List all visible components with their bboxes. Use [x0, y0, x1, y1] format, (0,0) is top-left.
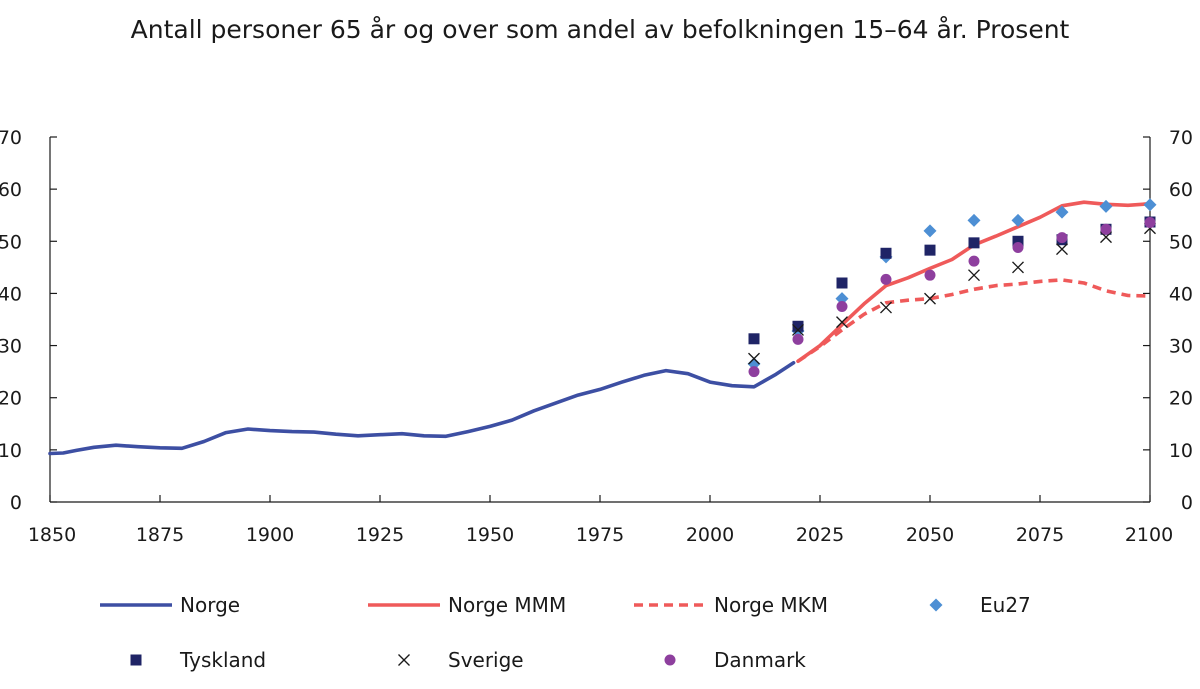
x-tick-label: 2100 [1125, 524, 1173, 546]
legend-item-eu27-swatch [929, 598, 943, 612]
series-sverige-point [880, 301, 892, 314]
series-tyskland-point [968, 237, 980, 249]
y-tick-label-right: 60 [1169, 179, 1193, 201]
legend-item-norge-label: Norge [180, 593, 240, 617]
series-tyskland-point [880, 247, 892, 259]
series-danmark-point [1056, 232, 1068, 244]
series-sverige-point-stroke-b [836, 316, 848, 329]
series-danmark-point [748, 366, 760, 378]
series-danmark-point [924, 269, 936, 281]
x-tick-label: 1950 [466, 524, 514, 546]
legend-item-sverige: Sverige [398, 648, 524, 672]
series-eu27-point [1055, 205, 1069, 219]
x-tick-label: 1975 [576, 524, 624, 546]
series-sverige-point-stroke-b [1012, 261, 1024, 274]
legend-item-norge-mmm: Norge MMM [368, 593, 566, 617]
y-tick-label-right: 0 [1181, 492, 1193, 514]
series-sverige-point-stroke-b [1056, 243, 1068, 256]
x-tick-label: 2050 [906, 524, 954, 546]
x-tick-label: 1925 [356, 524, 404, 546]
series-sverige-point [792, 323, 804, 336]
y-tick-label-left: 40 [0, 283, 22, 305]
series-sverige-point [1100, 231, 1112, 244]
series-danmark-point [1100, 223, 1112, 235]
legend-item-tyskland: Tyskland [130, 648, 266, 672]
legend-item-sverige-swatch [398, 654, 410, 666]
x-tick-label: 2075 [1016, 524, 1064, 546]
x-tick-label: 2025 [796, 524, 844, 546]
series-eu27-point [967, 213, 981, 227]
x-tick-label: 2000 [686, 524, 734, 546]
y-tick-label-left: 10 [0, 440, 22, 462]
legend-item-tyskland-label: Tyskland [179, 648, 266, 672]
series-sverige-point [748, 352, 760, 365]
series-tyskland-point [748, 333, 760, 345]
series-sverige-point-stroke-b [968, 269, 980, 282]
y-tick-label-right: 20 [1169, 388, 1193, 410]
series-tyskland-point [792, 320, 804, 332]
series-eu27-point [1143, 198, 1157, 212]
y-tick-label-right: 40 [1169, 283, 1193, 305]
series-sverige-point-stroke-b [880, 301, 892, 314]
series-eu27-point [923, 224, 937, 238]
series-danmark-point [1012, 242, 1024, 254]
x-tick-label: 1875 [136, 524, 184, 546]
y-tick-label-left: 60 [0, 179, 22, 201]
chart-series [48, 198, 1157, 456]
series-danmark-point [968, 255, 980, 267]
series-tyskland-point [1012, 235, 1024, 247]
series-danmark-point [792, 333, 804, 345]
series-tyskland-point [924, 244, 936, 256]
x-tick-label: 1900 [246, 524, 294, 546]
legend-item-norge-mmm-label: Norge MMM [448, 593, 566, 617]
series-danmark-point [836, 300, 848, 312]
chart-legend: Norge Norge MMM Norge MKM Eu27 Tyskland Sveri… [100, 593, 1031, 672]
legend-item-danmark: Danmark [664, 648, 806, 672]
y-tick-label-left: 20 [0, 388, 22, 410]
series-sverige-point-stroke-b [792, 323, 804, 336]
series-sverige-point [924, 292, 936, 305]
series-eu27-point [1011, 213, 1025, 227]
chart-title: Antall personer 65 år og over som andel … [131, 15, 1070, 44]
series-sverige-point [836, 316, 848, 329]
series-sverige-point [1012, 261, 1024, 274]
y-tick-label-left: 30 [0, 336, 22, 358]
y-tick-label-right: 70 [1169, 127, 1193, 149]
y-tick-label-left: 0 [10, 492, 22, 514]
series-eu27-point [835, 292, 849, 306]
legend-item-norge-mkm: Norge MKM [634, 593, 828, 617]
series-sverige-point [1056, 243, 1068, 256]
series-eu27-point [1099, 199, 1113, 213]
series-danmark-point [1144, 217, 1156, 229]
legend-item-norge: Norge [100, 593, 240, 617]
y-tick-label-left: 50 [0, 231, 22, 253]
legend-item-sverige-swatch-stroke-b [398, 654, 410, 666]
series-sverige-point [968, 269, 980, 282]
legend-item-tyskland-swatch [130, 654, 142, 666]
x-tick-label: 1850 [28, 524, 76, 546]
legend-item-danmark-label: Danmark [714, 648, 806, 672]
y-tick-label-left: 70 [0, 127, 22, 149]
series-danmark-point [880, 273, 892, 285]
legend-item-eu27-label: Eu27 [980, 593, 1031, 617]
y-tick-label-right: 30 [1169, 336, 1193, 358]
series-norge-line [48, 361, 796, 456]
legend-item-danmark-swatch [664, 654, 676, 666]
series-tyskland-point [836, 277, 848, 289]
series-sverige-point-stroke-b [924, 292, 936, 305]
y-tick-label-right: 50 [1169, 231, 1193, 253]
chart-axes: 0 0 10 10 20 20 30 30 40 40 50 50 60 60 70 70 1850 1875 19… [0, 127, 1193, 546]
legend-item-sverige-label: Sverige [448, 648, 524, 672]
series-eu27-point [747, 357, 761, 371]
legend-item-norge-mkm-label: Norge MKM [714, 593, 828, 617]
legend-item-eu27: Eu27 [929, 593, 1031, 617]
series-sverige-point-stroke-b [1100, 231, 1112, 244]
series-sverige-point-stroke-b [748, 352, 760, 365]
y-tick-label-right: 10 [1169, 440, 1193, 462]
series-norge-mkm-line [797, 278, 1151, 363]
